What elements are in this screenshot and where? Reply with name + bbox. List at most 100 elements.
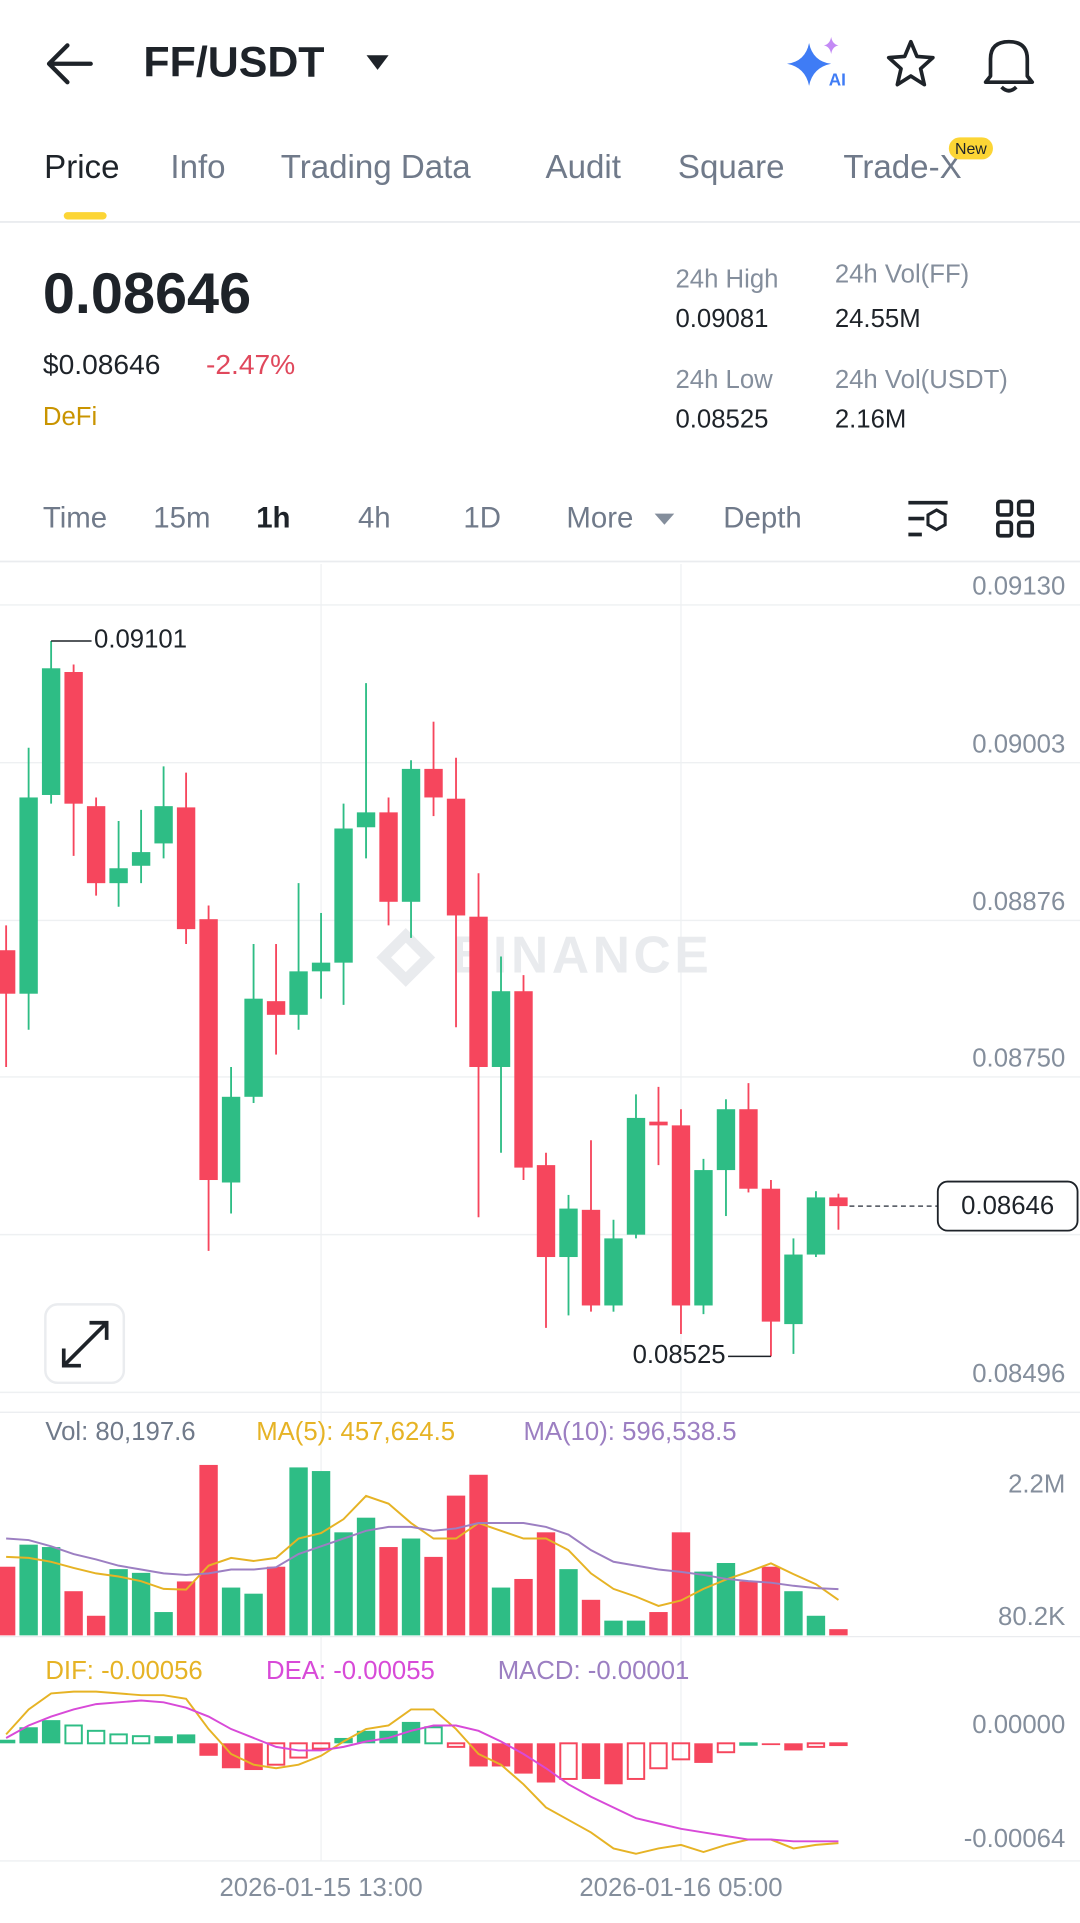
macd-bar (761, 1743, 781, 1746)
volume-bar (694, 1571, 713, 1636)
candle-body (424, 768, 443, 798)
expand-button[interactable] (44, 1303, 126, 1385)
grid-cell (1016, 499, 1035, 517)
timeframe[interactable]: Time (43, 502, 107, 535)
macd-bar (694, 1743, 713, 1763)
candle-body (559, 1208, 578, 1258)
tab[interactable]: Info (170, 149, 225, 186)
stat-label: 24h Low (675, 366, 773, 394)
volume-bar (716, 1563, 736, 1636)
candle-body (154, 806, 173, 844)
candle-body (41, 668, 61, 795)
favorite-button[interactable] (886, 39, 935, 87)
volume-bar (514, 1578, 533, 1636)
candle-body (806, 1197, 826, 1255)
candle-body (0, 950, 16, 994)
tab[interactable]: Trading Data (281, 149, 472, 186)
macd-bar (829, 1742, 848, 1747)
volume-bar (356, 1517, 376, 1636)
watermark: BINANCE (452, 925, 712, 983)
alert-button[interactable] (983, 39, 1035, 93)
candle-body (739, 1109, 758, 1189)
volume-bar (109, 1569, 128, 1636)
ai-button[interactable]: AI (787, 36, 846, 90)
tab-indicator (63, 212, 107, 220)
macd-bar (266, 1742, 286, 1766)
macd-bar (559, 1742, 578, 1780)
legend-entry: MA(5): 457,624.5 (256, 1418, 455, 1446)
volume-bar (806, 1615, 826, 1636)
back-button[interactable] (46, 43, 93, 85)
candle-body (829, 1197, 848, 1207)
indicator-settings[interactable] (908, 500, 948, 537)
candle-body (649, 1121, 668, 1126)
macd-bar (806, 1742, 826, 1748)
macd-bar (64, 1724, 83, 1745)
tab[interactable]: Audit (546, 149, 621, 186)
tab-bar: Price Info Trading Data Audit Square Trade-X (44, 149, 962, 186)
y-tick-label: 0.08750 (972, 1045, 1065, 1073)
more-dropdown[interactable] (654, 513, 675, 525)
macd-bar (109, 1733, 128, 1745)
pair-dropdown[interactable] (366, 55, 389, 70)
price-change: -2.47% (206, 348, 295, 380)
volume-bar (289, 1467, 308, 1636)
new-badge: New (955, 141, 987, 158)
y-tick-label: 0.08876 (972, 888, 1065, 916)
timeframe[interactable]: 15m (153, 502, 210, 535)
sector-tag[interactable]: DeFi (43, 403, 97, 431)
volume-bar (311, 1471, 331, 1636)
legend-entry: DIF: -0.00056 (45, 1657, 202, 1685)
pair-title[interactable]: FF/USDT (143, 38, 324, 86)
ma-line (6, 1494, 840, 1607)
macd-bar (716, 1742, 736, 1754)
stat-label: 24h Vol(FF) (835, 261, 969, 289)
macd-bar (536, 1743, 556, 1783)
volume-bar (244, 1593, 263, 1636)
candle-body (514, 991, 533, 1168)
macd-bar (671, 1742, 691, 1761)
timeframe[interactable]: Depth (723, 502, 801, 535)
candle-body (469, 916, 488, 1067)
grid-cell (1016, 520, 1035, 538)
volume-bar (469, 1474, 488, 1636)
volume-bar (176, 1581, 196, 1636)
stat-label: 24h High (675, 266, 778, 294)
ai-badge: AI (829, 69, 846, 89)
x-tick-label: 2026-01-16 05:00 (579, 1874, 782, 1902)
timeframe[interactable]: 1D (463, 502, 501, 535)
volume-bar (559, 1569, 578, 1636)
volume-bar (199, 1464, 218, 1636)
candle-body (221, 1096, 241, 1183)
macd-line (5, 1690, 839, 1855)
tab[interactable]: Price (44, 149, 119, 186)
timeframe[interactable]: 4h (358, 502, 391, 535)
stat-value: 0.08525 (675, 405, 768, 433)
timeframe[interactable]: More (566, 502, 633, 535)
volume-bar (154, 1612, 173, 1636)
volume-bar (221, 1587, 241, 1636)
macd-bar (154, 1736, 173, 1744)
volume-bar (784, 1591, 803, 1636)
candle-body (289, 971, 308, 1015)
layout-button[interactable] (996, 499, 1035, 538)
bell-clapper (1000, 85, 1018, 93)
tab[interactable]: Trade-X (843, 149, 961, 186)
macd-bar (581, 1743, 601, 1779)
macd-bar (739, 1742, 758, 1746)
y-tick-label: 0.08496 (972, 1360, 1065, 1388)
volume-bar (131, 1572, 151, 1636)
timeframe-bar: Time 15m 1h 4h 1D More Depth (43, 502, 802, 535)
macd-bar (19, 1727, 38, 1744)
candle-body (784, 1254, 803, 1325)
candle-body (536, 1165, 556, 1258)
grid-cell (996, 520, 1014, 538)
candle-body (86, 806, 106, 884)
timeframe[interactable]: 1h (256, 502, 290, 535)
macd-bar (401, 1721, 421, 1744)
tab[interactable]: Square (678, 149, 785, 186)
settings-lines (908, 500, 948, 537)
candle-body (671, 1125, 691, 1306)
volume-bar (19, 1544, 38, 1636)
